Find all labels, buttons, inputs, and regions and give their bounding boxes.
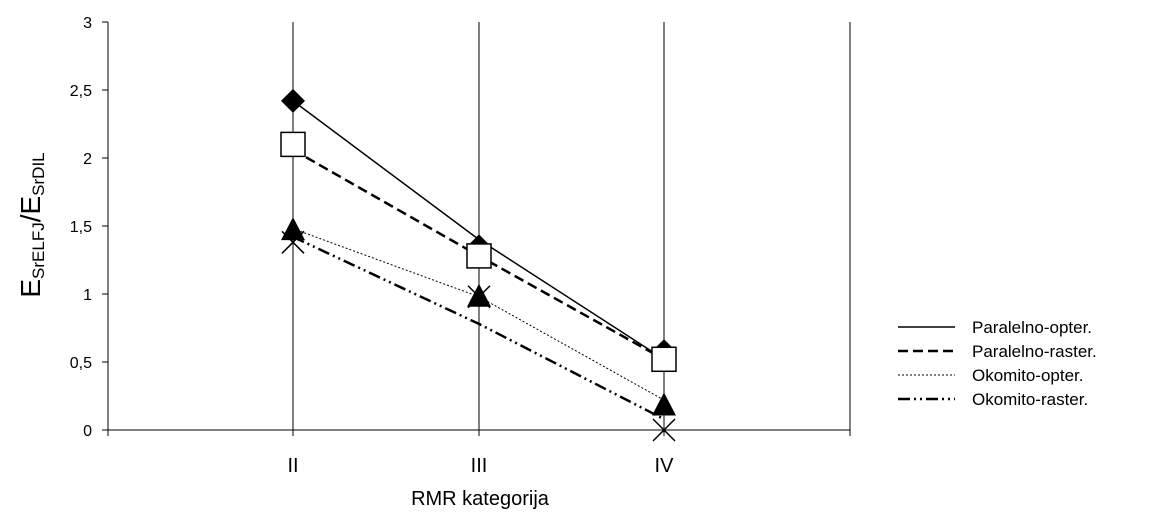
y-axis-label: ESrELFJ/ESrDIL <box>15 152 48 297</box>
y-tick-label: 0,5 <box>70 355 92 372</box>
y-tick-label: 0 <box>83 423 92 440</box>
data-point-triangle <box>281 217 305 241</box>
y-tick-label: 3 <box>83 15 92 32</box>
y-tick-label: 1,5 <box>70 219 92 236</box>
y-tick-label: 1 <box>83 287 92 304</box>
data-point-square <box>280 131 306 158</box>
legend-label: Paralelno-opter. <box>972 318 1092 337</box>
data-point-triangle <box>467 283 491 307</box>
series-3 <box>281 217 676 416</box>
y-tick-label: 2 <box>83 151 92 168</box>
y-axis-label-sub2: SrDIL <box>29 152 48 195</box>
x-axis-ticks: II III IV <box>107 430 851 477</box>
y-axis-label-base: E <box>15 279 46 298</box>
legend-label: Okomito-opter. <box>972 366 1084 385</box>
series-line <box>292 235 665 421</box>
y-axis-label-sub1: SrELFJ <box>29 222 48 279</box>
y-axis-ticks: 0 0,5 1 1,5 2 2,5 3 <box>70 15 108 440</box>
y-axis-label-sep: /E <box>15 196 46 222</box>
x-tick-label: III <box>471 455 488 477</box>
legend-label: Okomito-raster. <box>972 390 1088 409</box>
plot-area <box>107 22 851 442</box>
data-point-diamond <box>281 88 305 113</box>
legend-label: Paralelno-raster. <box>972 342 1097 361</box>
legend: Paralelno-opter. Paralelno-raster. Okomito… <box>898 318 1097 409</box>
data-point-x <box>467 285 491 309</box>
x-tick-label: II <box>287 455 298 477</box>
x-axis-label: RMR kategorija <box>411 488 550 510</box>
series-2 <box>280 131 677 373</box>
data-point-triangle <box>652 392 676 416</box>
data-point-square <box>651 346 677 373</box>
y-tick-label: 2,5 <box>70 83 92 100</box>
x-tick-label: IV <box>655 455 675 477</box>
data-point-x <box>281 230 305 254</box>
data-point-square <box>466 243 492 269</box>
